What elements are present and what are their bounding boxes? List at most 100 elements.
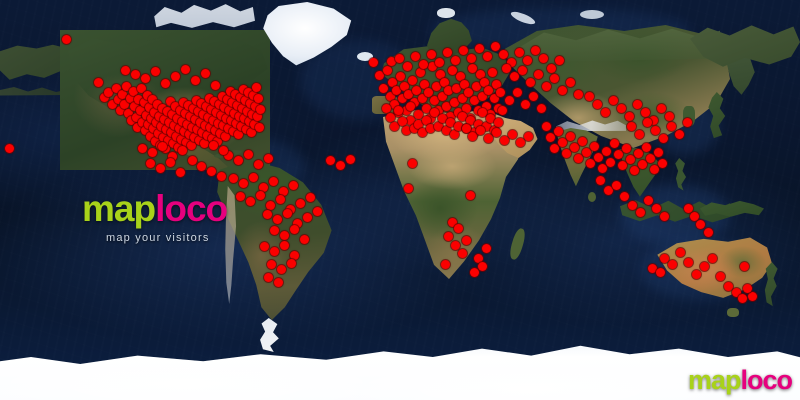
visitor-marker bbox=[133, 94, 143, 104]
logo-word-loco: loco bbox=[155, 188, 228, 229]
visitor-marker bbox=[619, 191, 629, 201]
visitor-marker bbox=[737, 293, 747, 303]
visitor-marker bbox=[239, 113, 249, 123]
visitor-marker bbox=[595, 175, 605, 185]
visitor-marker bbox=[187, 155, 197, 165]
visitor-marker bbox=[149, 107, 159, 117]
visitor-marker bbox=[533, 69, 543, 79]
visitor-marker bbox=[474, 43, 484, 53]
maploco-wordmark: maploco bbox=[82, 188, 228, 229]
visitor-marker bbox=[194, 135, 204, 145]
visitor-marker bbox=[458, 45, 468, 55]
visitor-marker bbox=[413, 119, 423, 129]
visitor-marker bbox=[658, 133, 668, 143]
visitor-marker bbox=[164, 117, 174, 127]
visitor-marker bbox=[248, 90, 258, 100]
visitor-marker bbox=[397, 93, 407, 103]
visitor-marker bbox=[483, 133, 493, 143]
visitor-marker bbox=[279, 240, 289, 250]
visitor-marker bbox=[253, 93, 263, 103]
visitor-marker bbox=[177, 145, 187, 155]
visitor-marker bbox=[171, 131, 181, 141]
visitor-marker bbox=[387, 77, 397, 87]
land-philippines bbox=[675, 158, 687, 191]
maploco-logo[interactable]: maploco map your visitors bbox=[82, 188, 228, 244]
visitor-marker bbox=[152, 99, 162, 109]
visitor-marker bbox=[263, 153, 273, 163]
visitor-marker bbox=[411, 85, 421, 95]
visitor-marker bbox=[142, 90, 152, 100]
visitor-marker bbox=[235, 92, 245, 102]
visitor-marker bbox=[451, 83, 461, 93]
visitor-marker bbox=[522, 55, 532, 65]
visitor-marker bbox=[747, 291, 757, 301]
visitor-marker bbox=[199, 138, 209, 148]
visitor-marker bbox=[549, 143, 559, 153]
visitor-marker bbox=[573, 153, 583, 163]
visitor-marker bbox=[224, 105, 234, 115]
visitor-marker bbox=[143, 119, 153, 129]
visitor-marker bbox=[135, 105, 145, 115]
visitor-marker bbox=[268, 176, 278, 186]
visitor-marker bbox=[120, 65, 130, 75]
maploco-corner-logo[interactable]: maploco bbox=[688, 367, 793, 394]
visitor-marker bbox=[528, 91, 538, 101]
visitor-marker bbox=[165, 157, 175, 167]
visitor-marker bbox=[393, 105, 403, 115]
visitor-marker bbox=[240, 95, 250, 105]
visitor-marker bbox=[245, 98, 255, 108]
visitor-marker bbox=[192, 124, 202, 134]
visitor-marker bbox=[409, 97, 419, 107]
visitor-marker bbox=[148, 123, 158, 133]
visitor-marker bbox=[723, 281, 733, 291]
land-iceland bbox=[357, 52, 373, 61]
visitor-marker bbox=[417, 127, 427, 137]
visitor-marker bbox=[140, 73, 150, 83]
visitor-marker bbox=[691, 269, 701, 279]
visitor-marker bbox=[541, 81, 551, 91]
visitor-marker bbox=[457, 93, 467, 103]
visitor-marker bbox=[251, 82, 261, 92]
visitor-marker bbox=[202, 130, 212, 140]
visitor-marker bbox=[437, 113, 447, 123]
visitor-marker bbox=[703, 227, 713, 237]
visitor-marker bbox=[650, 125, 660, 135]
visitor-marker bbox=[176, 134, 186, 144]
visitor-marker bbox=[174, 123, 184, 133]
visitor-marker bbox=[223, 123, 233, 133]
visitor-marker bbox=[565, 131, 575, 141]
visitor-marker bbox=[613, 149, 623, 159]
visitor-marker bbox=[229, 108, 239, 118]
visitor-marker bbox=[175, 167, 185, 177]
visitor-marker bbox=[153, 128, 163, 138]
visitor-marker bbox=[247, 109, 257, 119]
visitor-marker bbox=[233, 155, 243, 165]
visitor-marker bbox=[286, 258, 296, 268]
visitor-marker bbox=[419, 79, 429, 89]
land-new-guinea bbox=[700, 200, 764, 217]
visitor-marker bbox=[515, 137, 525, 147]
land-aleutians bbox=[0, 87, 70, 96]
visitor-marker bbox=[600, 107, 610, 117]
visitor-marker bbox=[557, 137, 567, 147]
visitor-marker bbox=[279, 230, 289, 240]
visitor-marker bbox=[198, 109, 208, 119]
visitor-marker bbox=[457, 248, 467, 258]
land-tasmania bbox=[727, 308, 739, 317]
visitor-marker bbox=[501, 63, 511, 73]
visitor-marker bbox=[597, 163, 607, 173]
visitor-marker bbox=[401, 125, 411, 135]
visitor-marker bbox=[461, 123, 471, 133]
visitor-marker bbox=[621, 143, 631, 153]
visitor-marker bbox=[584, 91, 594, 101]
visitor-marker bbox=[667, 259, 677, 269]
visitor-marker bbox=[633, 148, 643, 158]
visitor-marker bbox=[177, 116, 187, 126]
visitor-marker bbox=[211, 107, 221, 117]
visitor-marker bbox=[236, 121, 246, 131]
visitor-marker bbox=[573, 89, 583, 99]
land-severnaya-zemlya bbox=[580, 10, 604, 19]
visitor-marker bbox=[625, 154, 635, 164]
visitor-marker bbox=[155, 163, 165, 173]
visitor-marker bbox=[483, 85, 493, 95]
